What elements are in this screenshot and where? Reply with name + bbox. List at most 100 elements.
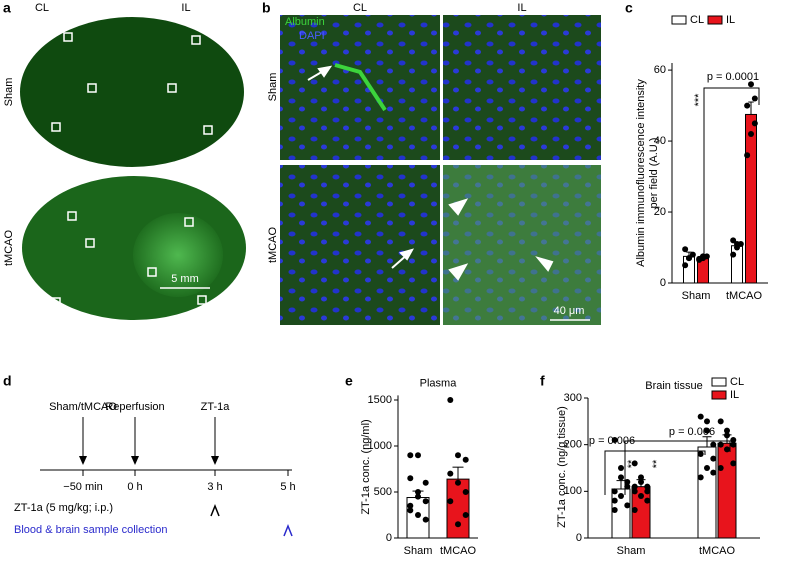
- data-point: [618, 493, 624, 499]
- x-tick-label: tMCAO: [726, 290, 763, 302]
- data-point: [730, 237, 737, 244]
- data-point: [462, 512, 469, 518]
- data-point: [407, 502, 414, 509]
- sample-marker: [283, 523, 293, 537]
- data-point: [697, 474, 704, 481]
- y-tick-label: 200: [564, 439, 582, 451]
- y-tick-label: 0: [576, 532, 582, 544]
- data-point: [724, 432, 730, 439]
- data-point: [407, 507, 414, 514]
- data-point: [422, 498, 429, 505]
- data-point: [618, 474, 624, 481]
- x-tick-label: Sham: [617, 545, 646, 557]
- data-point: [682, 246, 689, 253]
- data-point: [704, 418, 710, 425]
- bar: [717, 442, 737, 539]
- data-point: [462, 489, 469, 495]
- panel-b: Albumin DAPI 40 μm CL IL Sham tMCAO: [267, 2, 601, 325]
- time-label: 0 h: [127, 481, 142, 493]
- arrows: [307, 65, 554, 281]
- chart-title: Plasma: [420, 377, 458, 389]
- data-point: [644, 483, 651, 490]
- data-point: [455, 479, 461, 486]
- panel-d: Sham/tMCAO Reperfusion ZT-1a −50 min 0 h…: [14, 401, 296, 537]
- data-point: [697, 451, 704, 457]
- time-label: 5 h: [280, 481, 295, 493]
- data-point: [447, 498, 454, 505]
- arrowheads: [79, 456, 219, 465]
- panel-label: a: [3, 0, 11, 16]
- legend-label: IL: [730, 389, 739, 401]
- significance-bracket: [604, 450, 706, 495]
- data-point: [618, 465, 624, 471]
- y-tick-label: 100: [564, 485, 582, 497]
- data-point: [644, 497, 651, 504]
- y-tick-label: 1500: [368, 394, 392, 406]
- y-tick-label: 20: [654, 206, 666, 218]
- x-tick-label: Sham: [682, 290, 711, 302]
- timeline-ticks: [82, 417, 289, 476]
- annotation: **: [626, 459, 638, 468]
- data-point: [407, 452, 414, 459]
- data-point: [638, 493, 644, 499]
- vessel: [334, 63, 387, 112]
- data-point: [717, 465, 724, 471]
- data-point: [710, 469, 717, 476]
- y-tick-label: 500: [374, 486, 392, 498]
- data-point: [631, 507, 638, 513]
- time-label: −50 min: [63, 481, 102, 493]
- roi-boxes: [51, 32, 213, 307]
- data-point: [751, 120, 758, 127]
- micrograph: [443, 165, 601, 325]
- y-tick-label: 60: [654, 64, 666, 76]
- legend-label: CL: [690, 14, 704, 26]
- data-point: [447, 397, 454, 403]
- bar: [446, 478, 470, 539]
- y-tick-label: 0: [386, 532, 392, 544]
- data-point: [631, 483, 638, 490]
- brain-section: [20, 17, 244, 167]
- data-point: [730, 437, 737, 443]
- albumin-leak: [443, 165, 601, 325]
- dose-marker: [210, 503, 220, 517]
- event-label: Reperfusion: [105, 401, 164, 413]
- data-point: [447, 470, 454, 477]
- column-label: IL: [517, 2, 526, 14]
- data-point: [638, 479, 644, 485]
- legend-swatch: [671, 15, 687, 25]
- data-point: [710, 455, 717, 462]
- column-label: CL: [353, 2, 367, 14]
- scale-label: 5 mm: [171, 273, 199, 285]
- data-point: [724, 427, 730, 434]
- sampling-label: Blood & brain sample collection: [14, 524, 167, 536]
- x-tick-label: tMCAO: [440, 545, 477, 557]
- data-point: [611, 507, 618, 513]
- annotation: p = 0.006: [669, 426, 715, 438]
- y-axis-label: ZT-1a conc. (ng/g tissue): [556, 406, 568, 528]
- y-axis-label: per field (A.U.): [648, 138, 660, 209]
- panel-label: e: [345, 373, 353, 389]
- row-label: tMCAO: [267, 227, 279, 264]
- data-point: [624, 502, 631, 509]
- data-point: [717, 418, 724, 425]
- data-point: [724, 446, 730, 453]
- data-point: [415, 493, 421, 500]
- data-point: [611, 497, 618, 504]
- y-axis-label: Albumin immunofluorescence intensity: [635, 79, 647, 267]
- legend-swatch: [711, 390, 727, 400]
- data-point: [704, 465, 710, 471]
- panel-label: f: [540, 373, 545, 389]
- data-point: [611, 488, 618, 495]
- data-point: [624, 483, 631, 490]
- legend-label: IL: [726, 14, 735, 26]
- column-label: IL: [181, 2, 190, 14]
- legend-swatch: [711, 377, 727, 387]
- x-tick-label: tMCAO: [699, 545, 736, 557]
- y-tick-label: 1000: [368, 440, 392, 452]
- scale-label: 40 μm: [554, 305, 585, 317]
- legend-label: CL: [730, 376, 744, 388]
- event-label: Sham/tMCAO: [49, 401, 117, 413]
- data-point: [455, 452, 461, 459]
- stain-label: DAPI: [299, 30, 325, 42]
- y-axis-label: ZT-1a conc. (ng/ml): [360, 419, 372, 514]
